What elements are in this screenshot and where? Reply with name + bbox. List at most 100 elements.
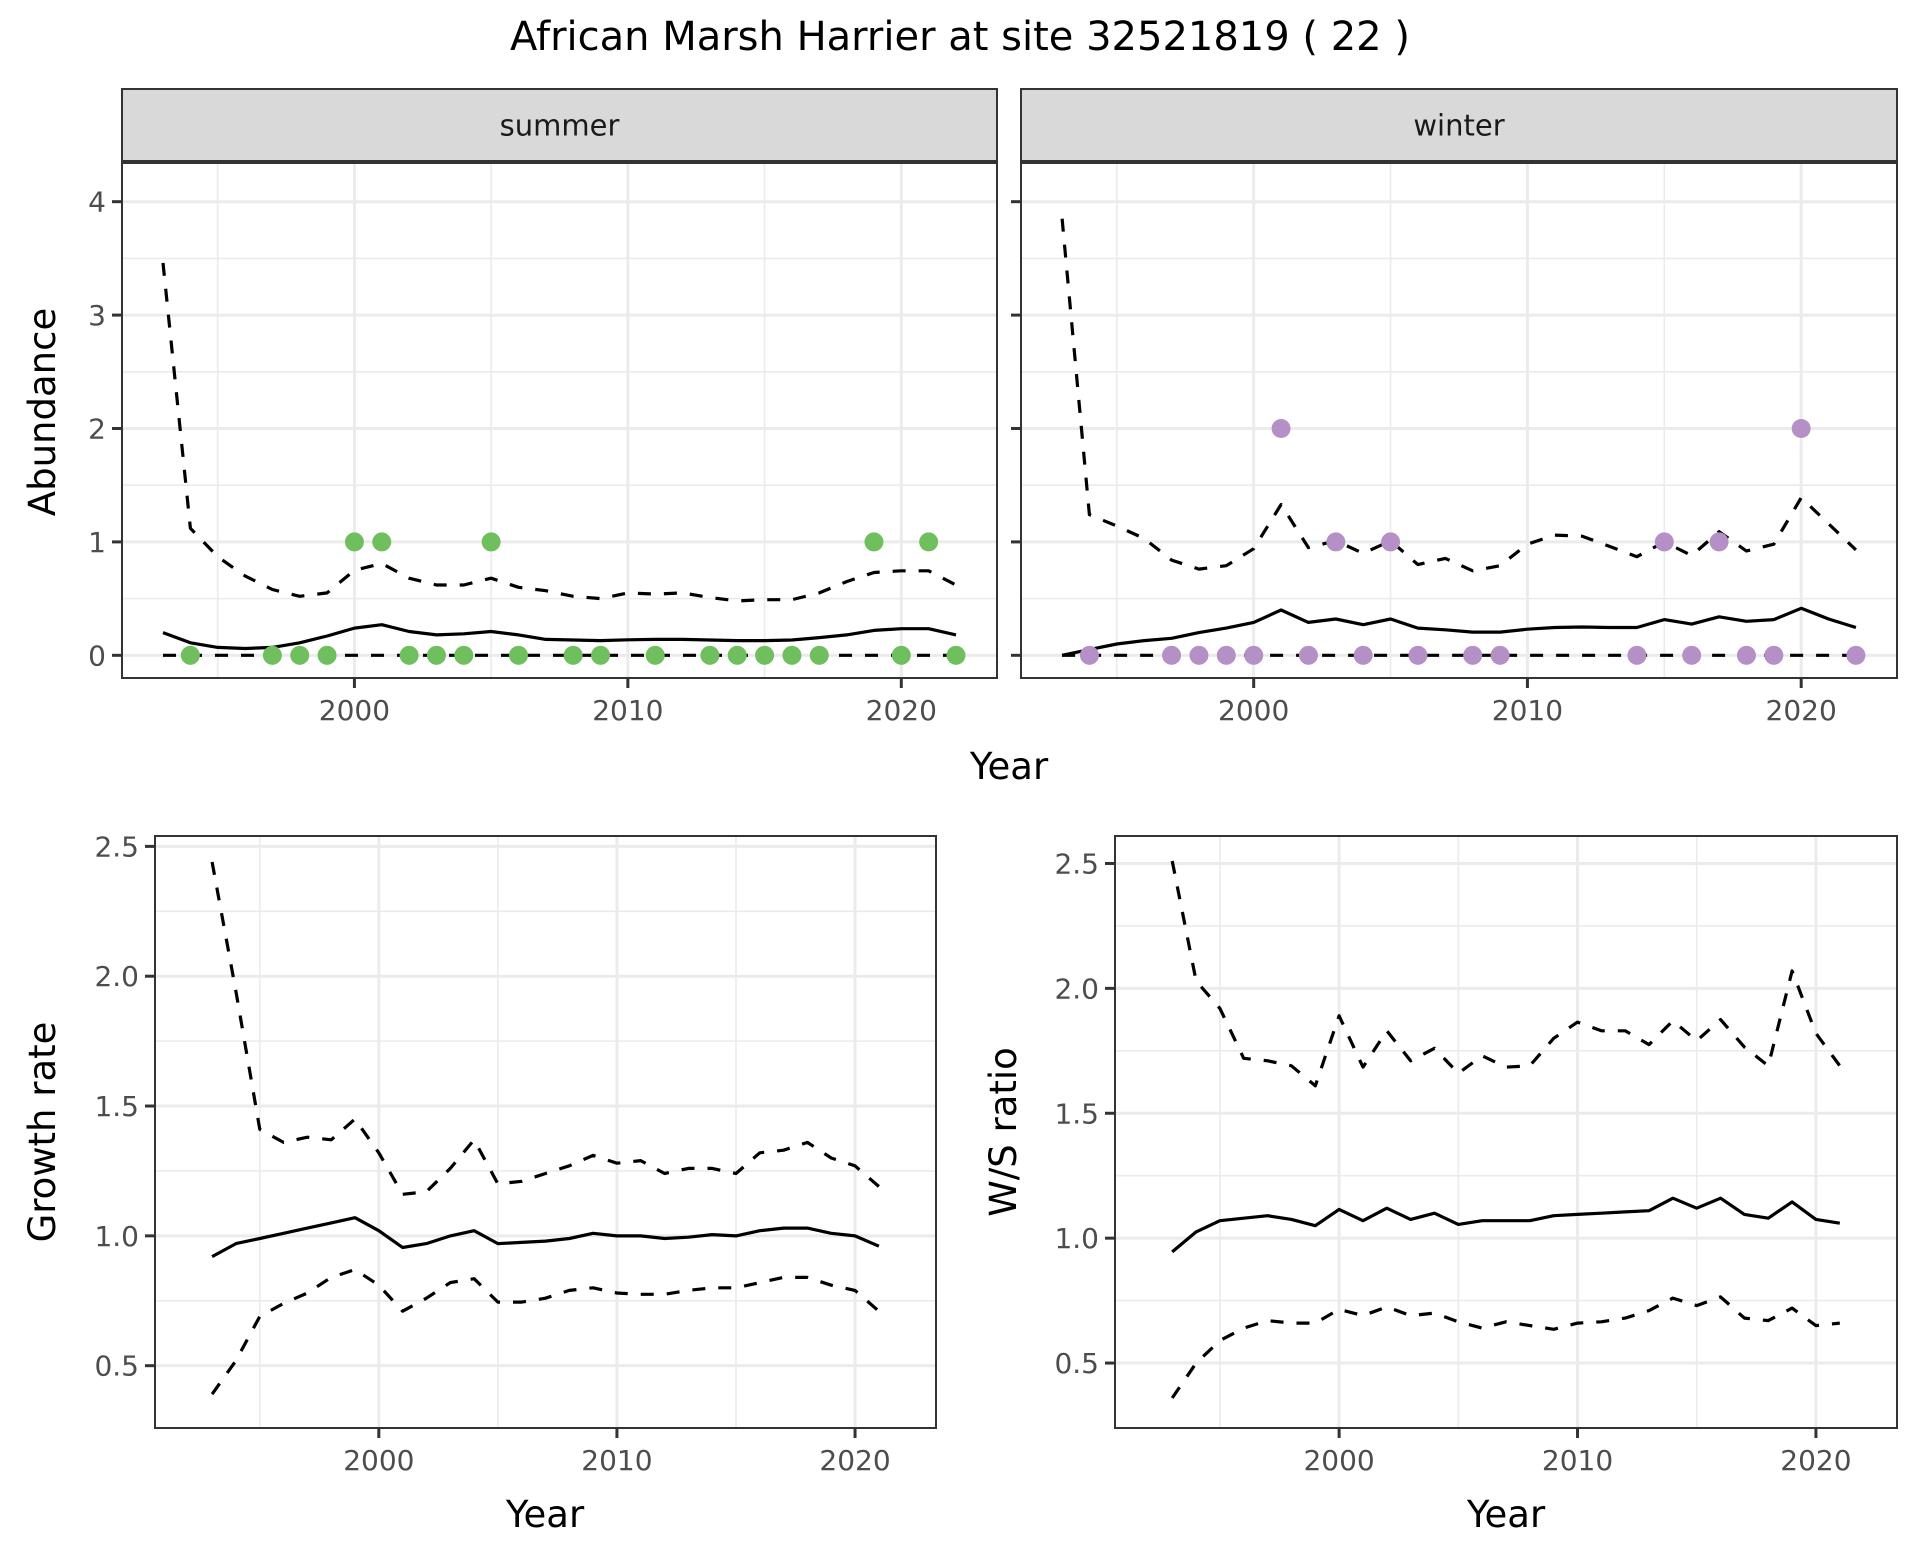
data-point — [426, 645, 446, 665]
abundance-y-axis-title: Abundance — [21, 308, 64, 516]
series-line-lower — [210, 1267, 880, 1396]
panel-abundance-winter: winter 2000 2010 2020 — [1011, 88, 1898, 727]
plot-area — [1115, 836, 1897, 1428]
data-point — [1381, 532, 1401, 552]
facet-strip — [1020, 88, 1898, 163]
series-line-upper — [161, 262, 957, 603]
x-tick-label: 2000 — [1303, 1444, 1374, 1477]
data-point — [508, 645, 528, 665]
y-tick-label: 1.0 — [94, 1220, 139, 1253]
data-point — [180, 645, 200, 665]
data-point — [1326, 532, 1346, 552]
panel-growth-rate: 2000 2010 2020 0.5 1.0 1.5 2.0 2.5 — [94, 830, 937, 1477]
y-tick-label: 2.0 — [94, 960, 139, 993]
data-point — [1654, 532, 1674, 552]
y-tick-label: 0.5 — [94, 1350, 139, 1383]
y-tick-label: 0.5 — [1054, 1347, 1099, 1380]
facet-strip-label: winter — [1413, 109, 1504, 143]
data-point — [1682, 645, 1702, 665]
y-tick-label: 1.5 — [94, 1090, 139, 1123]
data-point — [1271, 419, 1291, 439]
data-point — [1162, 645, 1182, 665]
series-line-mean — [162, 623, 957, 651]
growth-rate-y-axis-title: Growth rate — [21, 1022, 64, 1243]
data-point — [700, 645, 720, 665]
data-point — [1408, 645, 1428, 665]
y-tick-label: 2.5 — [1054, 847, 1099, 880]
data-point — [481, 532, 501, 552]
data-point — [946, 645, 966, 665]
data-point — [919, 532, 939, 552]
data-point — [344, 532, 364, 552]
x-tick-label: 2010 — [581, 1444, 652, 1477]
ws-ratio-x-axis-title: Year — [1466, 1493, 1546, 1536]
y-tick-label: 2.5 — [94, 830, 139, 863]
panel-border — [154, 835, 937, 1429]
y-tick-label: 1.0 — [1054, 1222, 1099, 1255]
data-point — [454, 645, 474, 665]
y-tick-label: 2.0 — [1054, 972, 1099, 1005]
data-point — [1216, 645, 1236, 665]
data-point — [1627, 645, 1647, 665]
data-point — [591, 645, 611, 665]
panel-abundance-summer: summer 2000 2010 2020 0 1 2 3 4 — [88, 88, 998, 727]
plot-area — [122, 162, 997, 678]
x-tick-label: 2020 — [1780, 1444, 1851, 1477]
data-point — [727, 645, 747, 665]
data-point — [1490, 645, 1510, 665]
data-point — [563, 645, 583, 665]
data-point — [1189, 645, 1209, 665]
panel-border — [1114, 835, 1898, 1429]
y-tick-label: 4 — [88, 186, 106, 219]
series-line-upper — [210, 861, 880, 1196]
series-line-mean — [1061, 606, 1857, 657]
data-point — [1463, 645, 1483, 665]
growth-rate-x-axis-title: Year — [505, 1493, 585, 1536]
data-point — [809, 645, 829, 665]
data-point — [1736, 645, 1756, 665]
data-point — [262, 645, 282, 665]
x-tick-label: 2000 — [343, 1444, 414, 1477]
data-point — [1709, 532, 1729, 552]
data-point — [317, 645, 337, 665]
facet-strip-label: summer — [500, 109, 620, 143]
data-point — [1079, 645, 1099, 665]
y-tick-label: 2 — [88, 413, 106, 446]
x-tick-label: 2000 — [319, 694, 390, 727]
data-point — [755, 645, 775, 665]
data-point — [1353, 645, 1373, 665]
series-line-mean — [1171, 1196, 1841, 1254]
x-tick-label: 2020 — [819, 1444, 890, 1477]
data-point — [782, 645, 802, 665]
data-point — [645, 645, 665, 665]
y-tick-label: 3 — [88, 299, 106, 332]
data-point — [1791, 419, 1811, 439]
x-tick-label: 2010 — [1542, 1444, 1613, 1477]
data-point — [290, 645, 310, 665]
x-tick-label: 2000 — [1218, 694, 1289, 727]
y-tick-label: 1.5 — [1054, 1097, 1099, 1130]
figure-title: African Marsh Harrier at site 32521819 (… — [510, 14, 1410, 60]
data-point — [1298, 645, 1318, 665]
series-line-mean — [211, 1216, 880, 1259]
panel-ws-ratio: 2000 2010 2020 0.5 1.0 1.5 2.0 2.5 — [1054, 835, 1898, 1477]
plot-area — [1021, 162, 1897, 678]
x-tick-label: 2010 — [592, 694, 663, 727]
ws-ratio-y-axis-title: W/S ratio — [982, 1047, 1025, 1217]
data-point — [1244, 645, 1264, 665]
abundance-x-axis-title: Year — [969, 745, 1049, 788]
data-point — [864, 532, 884, 552]
data-point — [399, 645, 419, 665]
plot-area — [155, 836, 936, 1428]
x-tick-label: 2020 — [1766, 694, 1837, 727]
data-point — [891, 645, 911, 665]
x-tick-label: 2010 — [1492, 694, 1563, 727]
data-point — [1846, 645, 1866, 665]
data-point — [1764, 645, 1784, 665]
y-tick-label: 0 — [88, 639, 106, 672]
x-tick-label: 2020 — [866, 694, 937, 727]
y-tick-label: 1 — [88, 526, 106, 559]
data-point — [372, 532, 392, 552]
series-line-lower — [1170, 1295, 1840, 1399]
